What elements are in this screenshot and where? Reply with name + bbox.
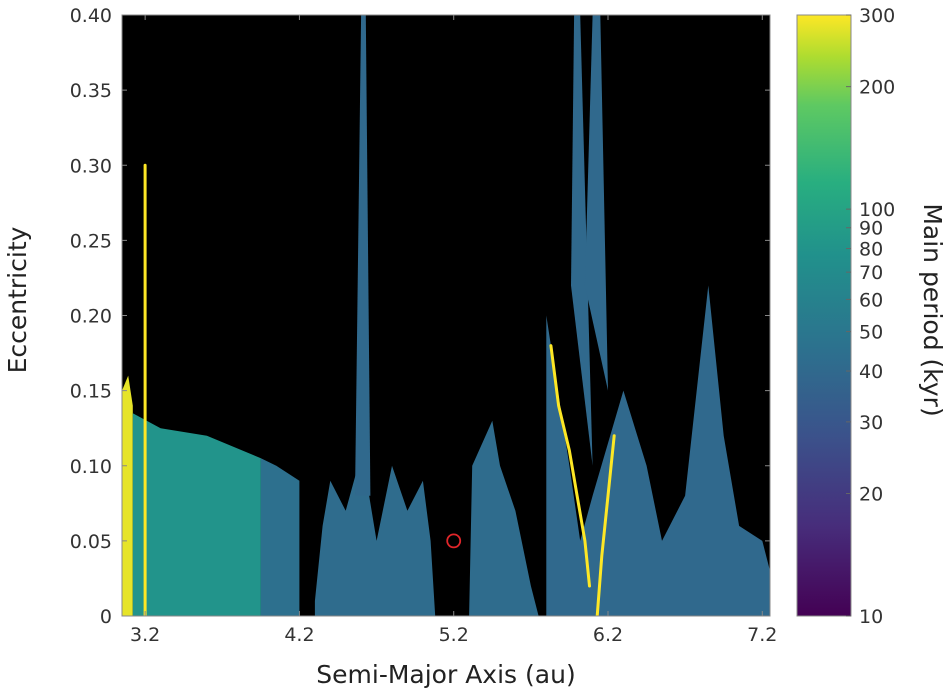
x-axis-ticks: 3.2 4.2 5.2 6.2 7.2: [130, 15, 777, 646]
x-tick-label: 3.2: [130, 624, 160, 646]
heatmap-regions: [122, 15, 770, 616]
colorbar-tick-label: 30: [859, 412, 883, 434]
shelf-4.0-4.3: [260, 458, 300, 616]
colorbar-tick-label: 200: [859, 77, 895, 99]
x-axis-title: Semi-Major Axis (au): [316, 660, 575, 689]
y-tick-label: 0.35: [70, 80, 112, 102]
colorbar-tick-label: 40: [859, 361, 883, 383]
y-axis-title: Eccentricity: [3, 226, 32, 373]
inner-green-zone: [132, 413, 261, 616]
yellow-arc-left: [549, 344, 591, 588]
y-tick-label: 0.05: [70, 531, 112, 553]
y-tick-label: 0.30: [70, 155, 112, 177]
x-tick-label: 5.2: [439, 624, 469, 646]
main-plateau-4.3-5.8: [314, 420, 539, 616]
marker-layer: [446, 533, 462, 549]
resonance-lines: [143, 163, 616, 616]
y-tick-label: 0: [100, 606, 112, 628]
inner-yellow-band: [122, 375, 133, 616]
y-tick-label: 0.20: [70, 306, 112, 328]
colorbar-tick-label: 20: [859, 484, 883, 506]
colorbar-tick-label: 50: [859, 322, 883, 344]
colorbar: [796, 14, 852, 617]
colorbar-tick-label: 70: [859, 262, 883, 284]
colorbar-tick-label: 90: [859, 218, 883, 240]
right-spike-right: [584, 15, 608, 391]
right-spike-left: [571, 15, 593, 466]
y-tick-label: 0.15: [70, 381, 112, 403]
x-tick-label: 4.2: [284, 624, 314, 646]
left-spike-4.6: [355, 15, 371, 496]
x-tick-label: 6.2: [593, 624, 623, 646]
y-axis-ticks: 0 0.05 0.10 0.15 0.20 0.25 0.30 0.35 0.40: [70, 5, 770, 628]
colorbar-tick-label: 300: [859, 5, 895, 27]
yellow-arc-right: [595, 434, 616, 616]
y-tick-label: 0.25: [70, 230, 112, 252]
right-arc-region: [546, 285, 770, 616]
highlight-marker: [446, 533, 462, 549]
colorbar-tick-label: 100: [859, 199, 895, 221]
y-tick-label: 0.40: [70, 5, 112, 27]
colorbar-tick-label: 10: [859, 606, 883, 628]
x-tick-label: 7.2: [747, 624, 777, 646]
y-tick-label: 0.10: [70, 456, 112, 478]
colorbar-tick-label: 60: [859, 289, 883, 311]
colorbar-tick-label: 80: [859, 239, 883, 261]
colorbar-title: Main period (kyr): [918, 203, 947, 416]
